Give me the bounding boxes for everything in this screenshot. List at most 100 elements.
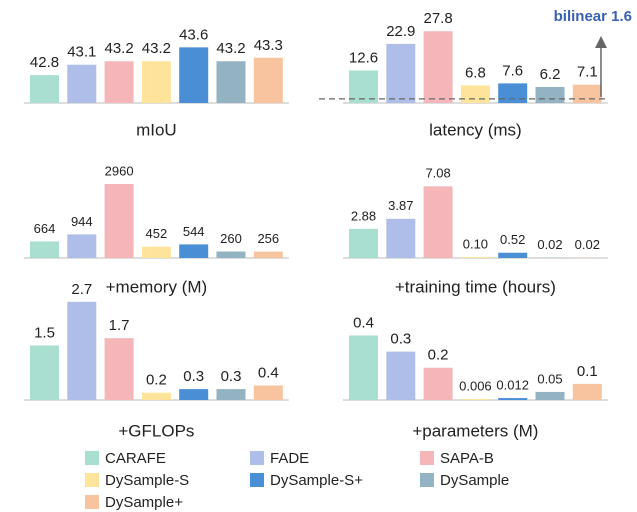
bar — [216, 251, 246, 258]
data-label: 0.1 — [577, 363, 598, 380]
panel-title: latency (ms) — [429, 120, 522, 139]
data-label: 43.3 — [254, 37, 283, 54]
bar — [498, 252, 528, 258]
bar — [141, 61, 171, 103]
bar — [30, 345, 59, 400]
data-label: 0.012 — [496, 378, 529, 393]
data-label: 0.3 — [183, 368, 204, 385]
data-label: 0.02 — [537, 237, 562, 252]
bar — [104, 184, 134, 258]
data-label: 43.1 — [67, 44, 96, 61]
bar — [498, 83, 528, 103]
bar — [535, 391, 565, 400]
legend-swatch — [420, 451, 434, 465]
data-label: 256 — [257, 231, 279, 246]
data-label: 0.02 — [575, 237, 600, 252]
bar — [216, 389, 246, 400]
data-label: 1.5 — [34, 324, 55, 341]
data-label: 27.8 — [423, 10, 452, 27]
legend-label: SAPA-B — [440, 450, 494, 467]
data-label: 2960 — [105, 163, 134, 178]
data-label: 0.2 — [146, 372, 167, 389]
bar — [423, 186, 453, 258]
data-label: 3.87 — [388, 198, 413, 213]
data-label: 43.2 — [104, 40, 133, 57]
panel-title: +GFLOPs — [118, 421, 194, 440]
reference-label: bilinear 1.6 — [554, 8, 632, 25]
legend-label: DySample — [440, 472, 509, 489]
legend-swatch — [250, 473, 264, 487]
legend-label: FADE — [270, 450, 309, 467]
bar — [572, 383, 602, 400]
bar — [535, 87, 565, 103]
legend-swatch — [85, 451, 99, 465]
legend-label: DySample-S+ — [270, 472, 363, 489]
data-label: 664 — [34, 221, 56, 236]
bar — [253, 251, 283, 258]
bar — [423, 31, 453, 103]
legend-swatch — [250, 451, 264, 465]
bar — [253, 57, 283, 103]
data-label: 7.1 — [577, 64, 598, 81]
bar — [104, 338, 134, 400]
panel-title: +parameters (M) — [412, 421, 538, 440]
bar — [460, 85, 490, 103]
bar — [67, 64, 97, 103]
data-label: 544 — [183, 224, 205, 239]
bar — [460, 256, 490, 258]
legend-swatch — [85, 495, 99, 509]
legend-swatch — [420, 473, 434, 487]
bar — [141, 246, 171, 258]
data-label: 0.006 — [459, 378, 492, 393]
data-label: 0.4 — [353, 314, 374, 331]
bar — [386, 351, 416, 400]
bar — [386, 43, 416, 103]
bar — [349, 228, 378, 258]
data-label: 7.6 — [502, 62, 523, 79]
data-label: 6.8 — [465, 64, 486, 81]
data-label: 2.7 — [71, 281, 92, 298]
legend-label: DySample-S — [105, 472, 189, 489]
data-label: 7.08 — [425, 166, 450, 181]
data-label: 12.6 — [349, 49, 378, 66]
data-label: 0.2 — [428, 347, 449, 364]
data-label: 43.2 — [216, 40, 245, 57]
bar — [104, 61, 134, 103]
panel-title: +memory (M) — [106, 277, 208, 296]
data-label: 0.3 — [390, 331, 411, 348]
bar — [460, 399, 490, 400]
bar — [572, 84, 602, 103]
bar — [179, 47, 209, 103]
data-label: 0.4 — [258, 364, 279, 381]
data-label: 6.2 — [540, 66, 561, 83]
data-label: 1.7 — [109, 317, 130, 334]
legend-label: CARAFE — [105, 450, 166, 467]
data-label: 2.88 — [351, 208, 376, 223]
legend-swatch — [85, 473, 99, 487]
bar — [30, 75, 59, 103]
bar — [179, 244, 209, 258]
data-label: 0.10 — [463, 236, 488, 251]
data-label: 944 — [71, 214, 93, 229]
data-label: 42.8 — [30, 54, 59, 71]
bar — [386, 218, 416, 258]
bar — [423, 367, 453, 400]
bar — [67, 301, 97, 400]
data-label: 0.52 — [500, 232, 525, 247]
panel-title: +training time (hours) — [395, 277, 556, 296]
bar — [216, 61, 246, 103]
data-label: 452 — [146, 226, 168, 241]
panel-title: mIoU — [136, 120, 177, 139]
bar — [67, 234, 97, 258]
data-label: 0.3 — [221, 368, 242, 385]
data-label: 260 — [220, 231, 242, 246]
bar — [30, 241, 59, 258]
legend-label: DySample+ — [105, 494, 183, 511]
bar — [498, 398, 528, 400]
data-label: 43.2 — [142, 40, 171, 57]
bar — [179, 389, 209, 400]
bar — [349, 335, 378, 400]
data-label: 0.05 — [537, 371, 562, 386]
data-label: 43.6 — [179, 26, 208, 43]
